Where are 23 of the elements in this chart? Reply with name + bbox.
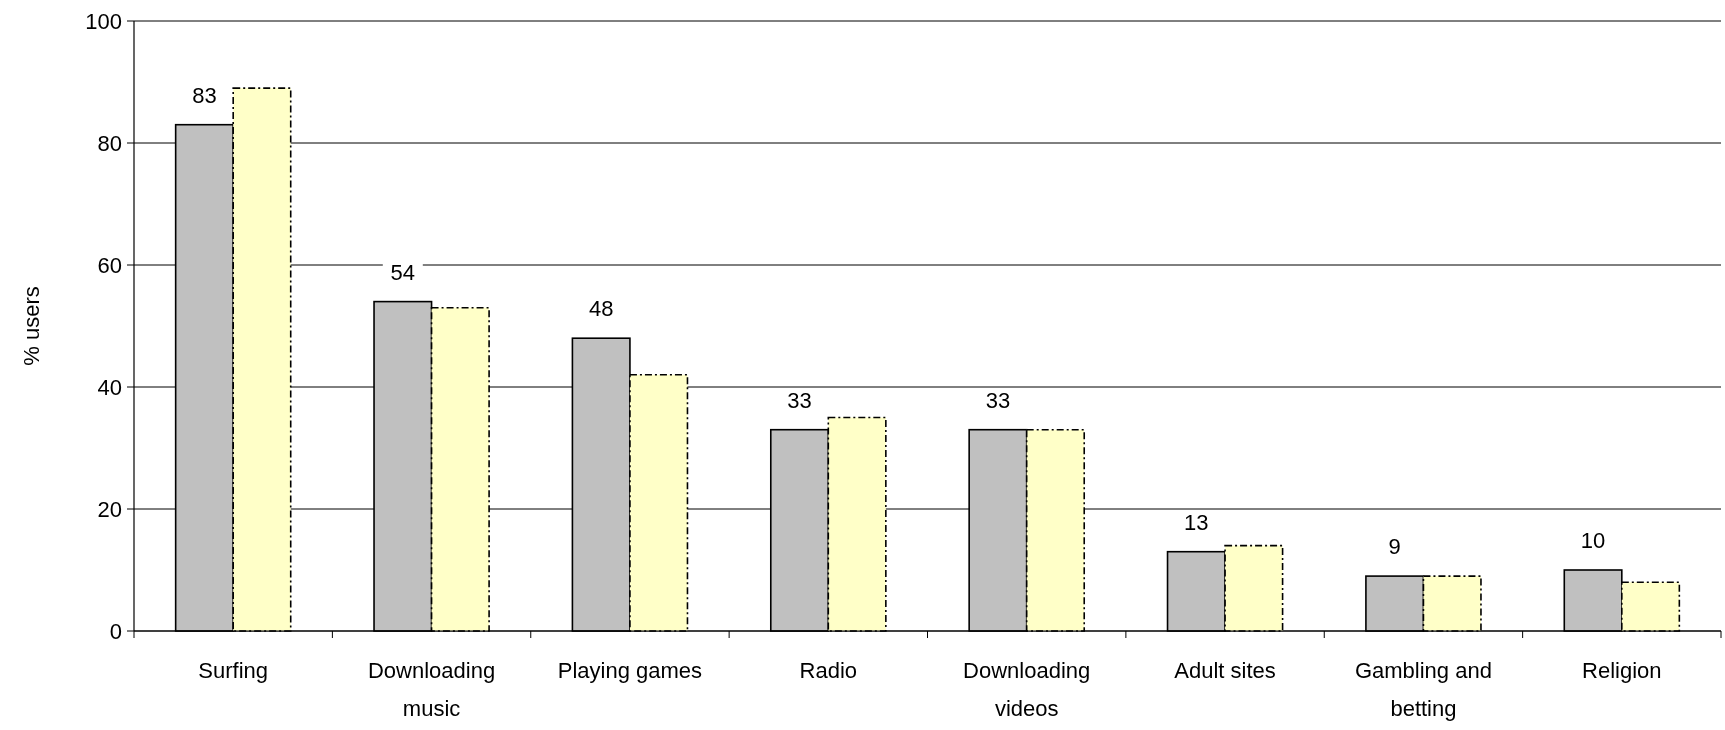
x-tick-label: Downloading music [367,658,496,721]
y-tick-label: 80 [97,130,122,156]
x-tick-label: Adult sites [1174,658,1276,683]
data-label: 33 [787,387,812,413]
x-tick-label: Religion [1582,658,1662,683]
y-tick-label: 20 [97,496,122,522]
data-label: 48 [588,296,614,322]
x-tick-label: Surfing [198,658,269,683]
x-tick-label: Gambling and betting [1354,658,1492,721]
data-label: 13 [1184,509,1209,535]
y-axis-title: % users [19,286,44,366]
y-tick-label: 60 [97,252,122,278]
data-label: 83 [192,82,217,108]
x-tick-label: Downloading videos [963,658,1091,721]
y-tick-label: 40 [97,374,122,400]
x-tick-label: Radio [799,658,858,683]
data-label: 54 [390,259,416,285]
y-tick-label: 100 [85,8,122,34]
data-label: 33 [985,387,1011,413]
x-tick-label: Playing games [557,658,703,683]
data-label: 9 [1388,534,1401,560]
y-tick-label: 0 [109,618,122,644]
data-label: 10 [1580,528,1606,553]
